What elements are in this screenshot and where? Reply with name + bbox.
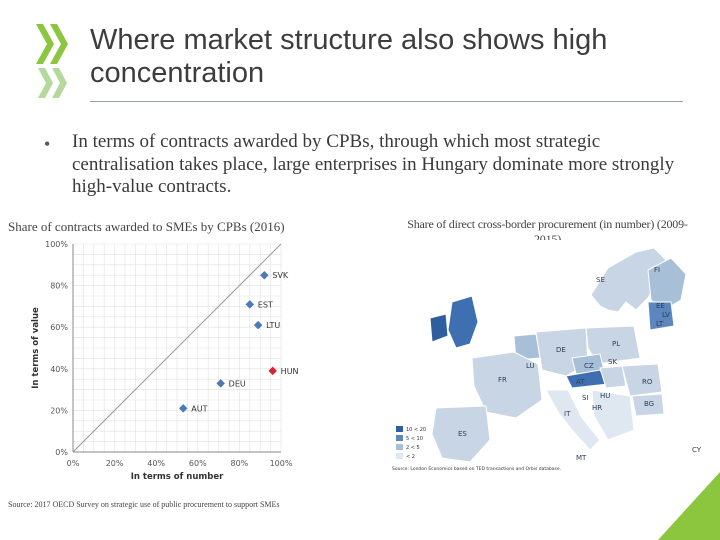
y-axis-label: In terms of value [31, 307, 41, 389]
oecd-logo-icon [36, 24, 68, 98]
map-region-hungary [599, 365, 627, 389]
map-region-benelux [513, 333, 541, 361]
data-point [216, 379, 225, 388]
map-label-pl: PL [612, 340, 620, 348]
map-label-at: AT [576, 378, 585, 386]
y-tick-label: 60% [50, 323, 68, 332]
data-label: SVK [272, 271, 289, 280]
map-label-lt: LT [656, 320, 664, 328]
map-region-scandinavia [590, 247, 667, 313]
data-point [268, 366, 277, 376]
chart-title: Share of contracts awarded to SMEs by CP… [8, 219, 285, 234]
map-region-finland [647, 257, 687, 311]
y-tick-label: 40% [50, 365, 68, 374]
map-legend-item: 5 < 10 [406, 436, 423, 442]
bullet-marker: • [44, 134, 51, 154]
map-label-se: SE [596, 276, 605, 284]
map-label-fr: FR [498, 376, 507, 384]
map-label-si: SI [582, 394, 589, 402]
x-tick-label: 20% [106, 459, 124, 468]
map-region-romania [621, 363, 663, 397]
map-legend-item: 2 < 5 [406, 445, 420, 451]
map-region-italy [545, 389, 601, 451]
map-label-it: IT [564, 410, 571, 418]
data-point [245, 300, 255, 309]
map-label-cz: CZ [584, 362, 594, 370]
diagonal-line [72, 243, 282, 453]
y-tick-label: 80% [50, 282, 68, 291]
slide-title-line1: Where market structure also shows high [90, 24, 608, 56]
data-label: EST [258, 300, 273, 309]
data-point [253, 320, 263, 330]
map-label-lv: LV [662, 311, 670, 319]
map-label-ro: RO [642, 378, 653, 386]
map-region-iberia [431, 405, 491, 463]
map-label-fi: FI [654, 266, 660, 274]
x-tick-label: 80% [231, 459, 249, 468]
map-label-hu: HU [600, 392, 610, 400]
map-label-cy: CY [692, 446, 702, 454]
y-tick-label: 0% [55, 448, 68, 457]
data-point [178, 404, 188, 413]
x-tick-label: 40% [147, 459, 165, 468]
map-region-uk [447, 295, 479, 349]
data-label: LTU [266, 321, 280, 330]
data-label: HUN [281, 367, 299, 376]
map-region-baltics [647, 301, 675, 331]
slide-title-line2: concentration [90, 57, 265, 89]
map-label-bg: BG [644, 400, 654, 408]
data-label: DEU [229, 379, 246, 388]
x-axis-label: In terms of number [131, 472, 224, 482]
y-tick-label: 20% [50, 406, 68, 415]
bullet-text: In terms of contracts awarded by CPBs, t… [72, 131, 675, 197]
map-label-es: ES [458, 430, 467, 438]
map-label-mt: MT [576, 454, 587, 462]
slide-title: Where market structure also shows high c… [90, 24, 690, 90]
corner-accent [658, 472, 720, 540]
map-legend-item: < 2 [406, 454, 415, 460]
map-region-bulgaria [631, 393, 665, 417]
map-legend-item: 10 < 20 [406, 427, 426, 433]
title-divider [90, 101, 683, 102]
map-source-note: Source: London Economics based on TED tr… [392, 466, 561, 472]
x-tick-label: 0% [67, 459, 80, 468]
map-legend: 10 < 20 5 < 10 2 < 5 < 2 [396, 426, 426, 460]
x-tick-label: 100% [270, 459, 293, 468]
map-label-de: DE [556, 346, 566, 354]
data-label: AUT [191, 404, 207, 413]
data-point [260, 270, 269, 280]
europe-map: FI SE EE LV LT PL DE CZ SK AT HU RO BG F… [386, 240, 720, 475]
map-region-france [471, 351, 543, 419]
map-label-ee: EE [656, 302, 665, 310]
y-tick-label: 100% [45, 240, 68, 249]
x-tick-label: 60% [189, 459, 207, 468]
map-label-lu: LU [526, 362, 535, 370]
source-note: Source: 2017 OECD Survey on strategic us… [8, 500, 280, 509]
map-region-balkans [591, 389, 635, 441]
map-label-sk: SK [608, 358, 617, 366]
map-label-hr: HR [592, 404, 602, 412]
map-region-ireland [429, 313, 449, 343]
sme-share-scatter-chart: 0% 20% 40% 60% 80% 100% 0% 20% 40% 60% 80% 100% In t… [31, 240, 299, 482]
